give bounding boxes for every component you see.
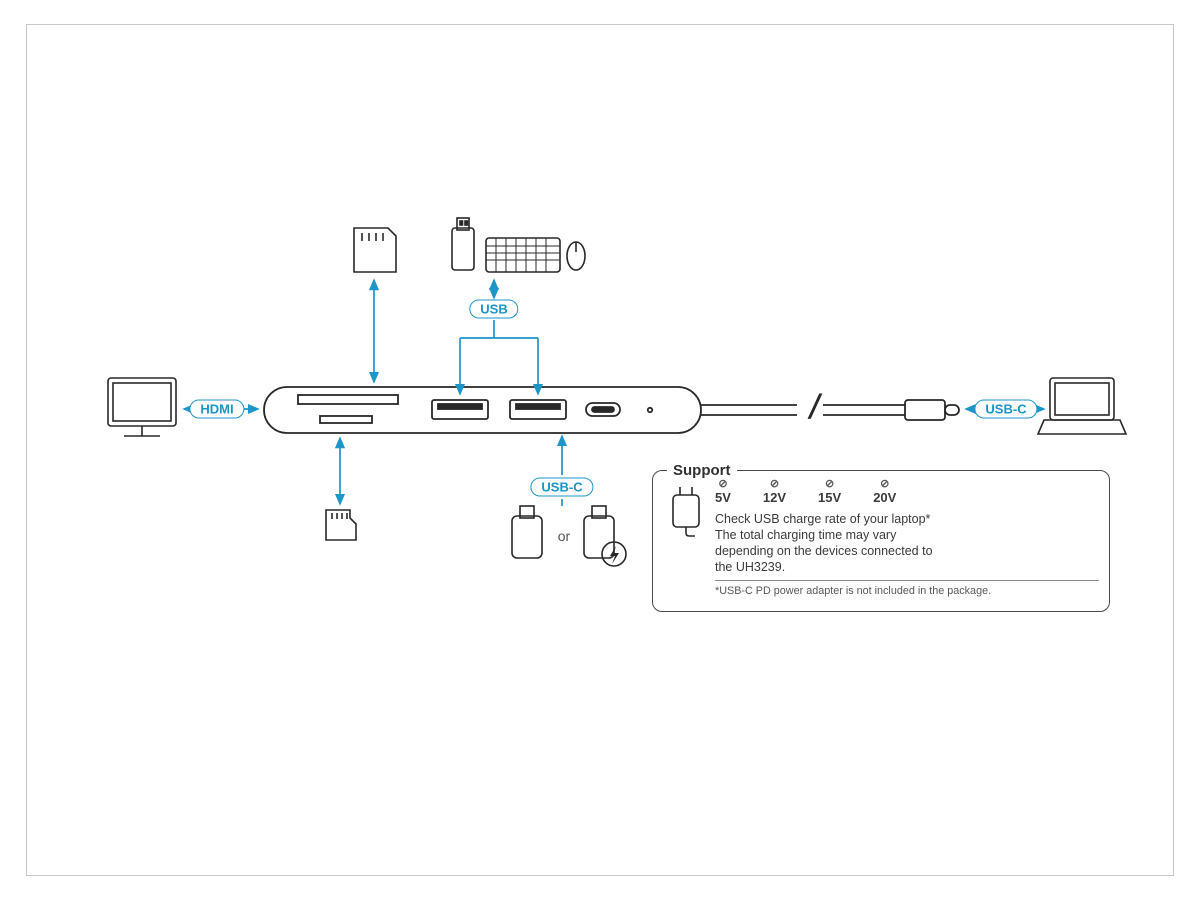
support-line1: Check USB charge rate of your laptop*	[715, 511, 1099, 527]
voltage-row: ⊘5V ⊘12V ⊘15V ⊘20V	[715, 479, 1099, 507]
usb-label: USB	[469, 300, 518, 319]
voltage-12v: ⊘12V	[763, 479, 786, 507]
usbc-bottom-label: USB-C	[530, 478, 593, 497]
support-line4: the UH3239.	[715, 559, 1099, 575]
monitor-icon	[108, 378, 176, 436]
pd-adapter-1-icon	[512, 506, 542, 558]
voltage-15v: ⊘15V	[818, 479, 841, 507]
support-body: ⊘5V ⊘12V ⊘15V ⊘20V Check USB charge rate…	[715, 479, 1099, 603]
support-divider	[715, 580, 1099, 581]
hub-body	[264, 387, 701, 433]
usb-devices-icon	[452, 218, 585, 272]
usb-text: USB	[480, 302, 507, 317]
pd-adapter-2-icon	[584, 506, 626, 566]
stage: // HDMI USB USB-C USB-C or Support ⊘5V ⊘…	[0, 0, 1200, 900]
usb-arrows	[460, 280, 538, 394]
support-note: *USB-C PD power adapter is not included …	[715, 585, 1099, 599]
diagram-svg	[0, 0, 1200, 900]
hdmi-label: HDMI	[189, 400, 244, 419]
sd-card-icon	[354, 228, 396, 272]
laptop-icon	[1038, 378, 1126, 434]
usbc-bottom-text: USB-C	[541, 480, 582, 495]
or-label: or	[558, 528, 570, 544]
usbc-right-text: USB-C	[985, 402, 1026, 417]
support-title: Support	[667, 462, 737, 479]
usbc-right-label: USB-C	[974, 400, 1037, 419]
support-panel: Support ⊘5V ⊘12V ⊘15V ⊘20V Check USB cha…	[652, 470, 1110, 612]
support-line3: depending on the devices connected to	[715, 543, 1099, 559]
hub-cable	[701, 400, 959, 420]
voltage-20v: ⊘20V	[873, 479, 896, 507]
hdmi-text: HDMI	[200, 402, 233, 417]
support-line2: The total charging time may vary	[715, 527, 1099, 543]
plug-icon	[667, 485, 707, 537]
voltage-5v: ⊘5V	[715, 479, 731, 507]
microsd-icon	[326, 510, 356, 540]
